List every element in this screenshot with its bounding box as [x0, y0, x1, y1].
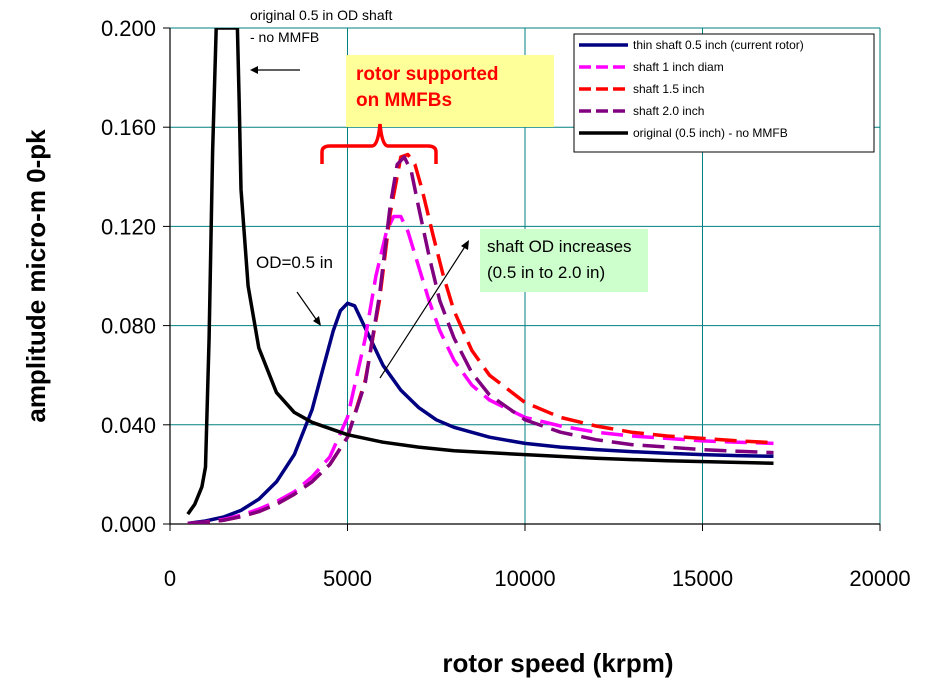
- x-tick-label: 10000: [494, 566, 555, 591]
- y-tick-label: 0.120: [101, 214, 156, 239]
- original-shaft-note: original 0.5 in OD shaft - no MMFB: [250, 7, 393, 74]
- legend-label: shaft 2.0 inch: [633, 104, 704, 118]
- axes: [163, 27, 881, 531]
- mmfb-note: rotor supported on MMFBs: [320, 55, 554, 164]
- od-label-note: OD=0.5 in: [256, 253, 333, 326]
- x-tick-label: 20000: [849, 566, 910, 591]
- x-tick-label: 5000: [323, 566, 372, 591]
- od-increase-box: [480, 229, 648, 292]
- legend-label: shaft 1.5 inch: [633, 82, 704, 96]
- od-increase-line2: (0.5 in to 2.0 in): [487, 263, 605, 282]
- y-tick-label: 0.080: [101, 314, 156, 339]
- x-tick-label: 15000: [672, 566, 733, 591]
- x-tick-label: 0: [164, 566, 176, 591]
- arrowhead-left-icon: [250, 66, 258, 74]
- mmfb-note-line2: on MMFBs: [356, 90, 452, 111]
- legend-label: original (0.5 inch) - no MMFB: [633, 126, 788, 140]
- od-increase-line1: shaft OD increases: [487, 237, 632, 256]
- series-line-4: [187, 155, 774, 524]
- original-note-line2: - no MMFB: [250, 29, 319, 45]
- series-line-3: [187, 152, 774, 524]
- series-line-5: [186, 28, 774, 516]
- y-tick-label: 0.200: [101, 16, 156, 41]
- arrowhead-up-right-icon: [461, 240, 469, 250]
- x-axis-title: rotor speed (krpm): [442, 648, 673, 678]
- mmfb-note-line1: rotor supported: [356, 64, 499, 85]
- y-tick-label: 0.000: [101, 512, 156, 537]
- legend: thin shaft 0.5 inch (current rotor) shaft…: [573, 33, 875, 153]
- y-axis-title: amplitude micro-m 0-pk: [21, 129, 51, 423]
- legend-label: shaft 1 inch diam: [633, 60, 724, 74]
- arrowhead-down-right-icon: [313, 316, 321, 326]
- curly-brace-icon: [320, 123, 438, 164]
- series-line-2: [187, 214, 774, 524]
- y-tick-label: 0.160: [101, 115, 156, 140]
- od-increase-arrow: [379, 244, 467, 379]
- od-label-arrow: [296, 291, 319, 323]
- od-label: OD=0.5 in: [256, 253, 333, 272]
- series-group: [186, 28, 774, 524]
- legend-label: thin shaft 0.5 inch (current rotor): [633, 38, 804, 52]
- original-note-line1: original 0.5 in OD shaft: [250, 7, 393, 23]
- od-increase-note: shaft OD increases (0.5 in to 2.0 in): [379, 229, 648, 379]
- tick-labels: 0 5000 10000 15000 20000 0.000 0.040 0.080 0.120…: [101, 16, 911, 591]
- mmfb-note-box: [346, 55, 554, 127]
- y-tick-label: 0.040: [101, 413, 156, 438]
